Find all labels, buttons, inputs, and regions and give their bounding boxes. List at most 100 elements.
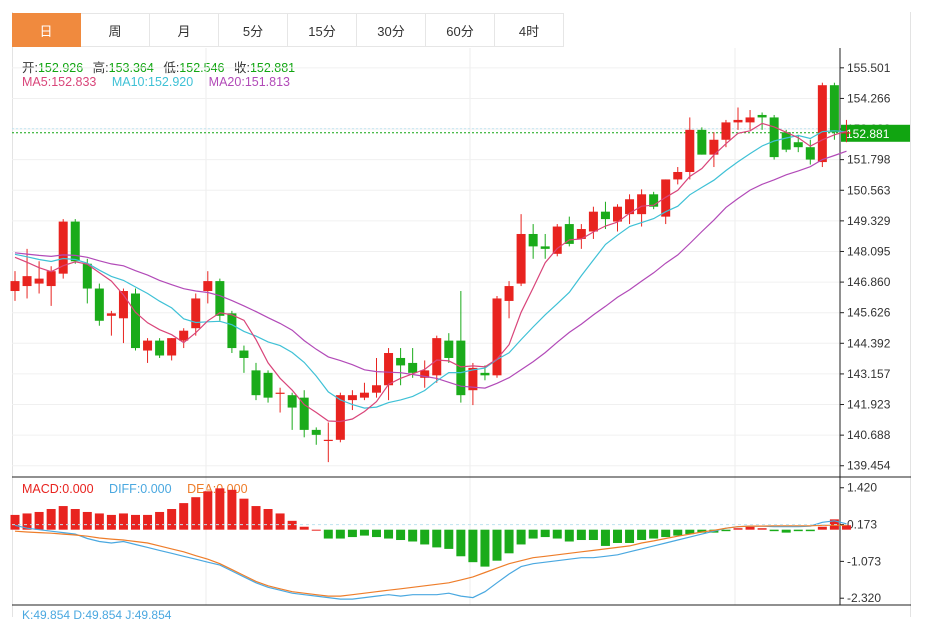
- diff-line: [14, 520, 847, 600]
- price-tick-label-0: 155.501: [847, 61, 891, 75]
- candle-body-52: [637, 194, 647, 215]
- price-tick-label-4: 150.563: [847, 183, 891, 197]
- candle-body-61: [745, 117, 755, 123]
- macd-bar-7: [94, 513, 104, 530]
- diff-label: DIFF:: [109, 482, 141, 496]
- macd-value: 0.000: [62, 482, 94, 496]
- macd-bar-69: [841, 525, 851, 530]
- candle-body-34: [420, 370, 430, 378]
- candle-body-60: [733, 119, 743, 123]
- tab-7[interactable]: 4时: [495, 13, 564, 47]
- macd-bar-1: [22, 513, 32, 530]
- tab-3[interactable]: 5分: [219, 13, 288, 47]
- macd-tick-label-3: -2.320: [847, 591, 881, 605]
- ma20-label: MA20:: [208, 75, 245, 89]
- candle-body-51: [625, 199, 635, 215]
- candle-body-24: [299, 397, 309, 430]
- candle-body-63: [769, 117, 779, 158]
- tab-4[interactable]: 15分: [288, 13, 357, 47]
- macd-bar-36: [444, 529, 454, 549]
- macd-bar-41: [504, 529, 514, 554]
- macd-tick-label-0: 1.420: [847, 481, 877, 495]
- dea-line: [14, 524, 847, 597]
- candle-body-53: [649, 194, 659, 207]
- candle-body-6: [82, 263, 92, 289]
- macd-bar-0: [10, 514, 20, 530]
- ma5-line: [14, 122, 847, 423]
- tab-6[interactable]: 60分: [426, 13, 495, 47]
- macd-bar-35: [432, 529, 442, 548]
- macd-bar-42: [516, 529, 526, 545]
- ma20-value: 151.813: [244, 75, 290, 89]
- macd-bar-54: [661, 529, 671, 538]
- macd-bar-22: [275, 513, 285, 530]
- macd-bar-46: [564, 529, 574, 542]
- candle-body-65: [793, 142, 803, 148]
- macd-bar-48: [588, 529, 598, 541]
- candle-body-58: [709, 139, 719, 155]
- macd-bar-34: [420, 529, 430, 545]
- macd-bar-23: [287, 520, 297, 530]
- candle-body-14: [179, 330, 189, 341]
- macd-bar-49: [600, 529, 610, 546]
- tab-0[interactable]: 日: [12, 13, 81, 47]
- macd-bar-53: [649, 529, 659, 539]
- candle-body-37: [456, 340, 466, 396]
- macd-bar-45: [552, 529, 562, 539]
- macd-bar-10: [131, 514, 140, 530]
- macd-bar-47: [576, 529, 586, 541]
- macd-tick-label-2: -1.073: [847, 554, 881, 568]
- macd-bar-38: [468, 529, 478, 563]
- candle-body-20: [251, 370, 261, 396]
- candle-body-59: [721, 122, 731, 140]
- candle-body-47: [576, 229, 586, 239]
- macd-bar-4: [58, 506, 68, 530]
- chart-frame: [12, 12, 911, 617]
- ma10-label: MA10:: [111, 75, 148, 89]
- macd-bar-43: [528, 529, 538, 539]
- macd-bar-26: [323, 529, 333, 539]
- last-price-tag: [841, 124, 910, 142]
- price-tick-label-3: 151.798: [847, 153, 891, 167]
- macd-bar-6: [82, 511, 92, 530]
- macd-bar-24: [299, 526, 309, 530]
- candle-body-38: [468, 367, 478, 391]
- candle-body-15: [191, 298, 201, 329]
- tab-1[interactable]: 周: [81, 13, 150, 47]
- price-tick-label-7: 146.860: [847, 275, 891, 289]
- candle-body-18: [227, 313, 237, 349]
- candle-body-30: [372, 385, 381, 393]
- price-tick-label-13: 139.454: [847, 459, 891, 473]
- candle-body-35: [432, 338, 442, 376]
- tab-2[interactable]: 月: [150, 13, 219, 47]
- candle-body-4: [58, 221, 68, 274]
- macd-bar-3: [46, 509, 56, 530]
- macd-bar-62: [757, 528, 767, 530]
- macd-bar-67: [817, 526, 827, 530]
- candle-body-41: [504, 286, 514, 301]
- ma5-label: MA5:: [22, 75, 52, 89]
- macd-bar-52: [637, 529, 647, 541]
- macd-bar-66: [805, 529, 815, 532]
- last-price-tag-label: 152.881: [846, 127, 890, 141]
- candle-body-67: [817, 85, 827, 163]
- macd-bar-13: [167, 509, 177, 530]
- candle-body-3: [46, 271, 56, 287]
- price-tick-label-6: 148.095: [847, 244, 891, 258]
- tab-5[interactable]: 30分: [357, 13, 426, 47]
- candle-body-56: [685, 129, 695, 172]
- macd-bar-40: [492, 529, 502, 561]
- macd-bar-15: [191, 497, 201, 530]
- ma10-value: 152.920: [148, 75, 194, 89]
- candle-body-46: [564, 224, 574, 244]
- candle-body-2: [34, 278, 44, 284]
- macd-bar-28: [347, 529, 357, 538]
- candle-body-40: [492, 298, 502, 376]
- macd-label: MACD:: [22, 482, 63, 496]
- price-tick-label-9: 144.392: [847, 336, 891, 350]
- macd-bar-12: [155, 511, 165, 530]
- candle-body-31: [384, 353, 394, 386]
- price-tick-label-8: 145.626: [847, 306, 891, 320]
- candle-body-28: [347, 395, 357, 401]
